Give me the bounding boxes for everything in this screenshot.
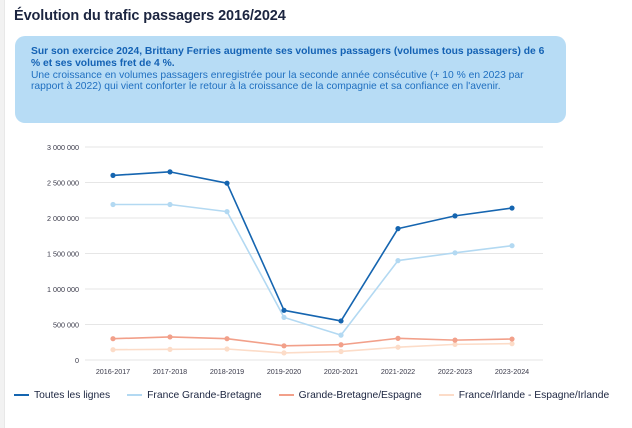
series-line <box>112 171 513 322</box>
legend-item[interactable]: France Grande-Bretagne <box>127 389 262 401</box>
x-tick-label: 2023-2024 <box>495 367 529 376</box>
legend-swatch-icon <box>438 394 454 396</box>
data-point[interactable] <box>509 205 515 211</box>
x-tick-label: 2022-2023 <box>438 367 472 376</box>
x-tick-label: 2016-2017 <box>96 367 130 376</box>
series-grande-bretagne-espagne <box>110 334 515 349</box>
legend-label: France/Irlande - Espagne/Irlande <box>458 389 610 401</box>
series-france-grande-bretagne <box>110 201 515 338</box>
legend-swatch-icon <box>278 394 294 396</box>
x-tick-label: 2018-2019 <box>210 367 244 376</box>
page-title: Évolution du trafic passagers 2016/2024 <box>14 8 286 24</box>
grid-lines <box>85 146 543 361</box>
data-point[interactable] <box>224 346 230 352</box>
callout-lead-text: Sur son exercice 2024, Brittany Ferries … <box>31 46 545 69</box>
series-lines <box>110 169 515 356</box>
x-tick-label: 2019-2020 <box>267 367 301 376</box>
data-point[interactable] <box>110 336 116 342</box>
data-point[interactable] <box>509 243 515 249</box>
chart-legend: Toutes les lignes France Grande-Bretagne G… <box>14 388 626 402</box>
y-axis: 0 500 000 1 000 000 1 500 000 2 000 000 2 500… <box>47 143 79 365</box>
series-line <box>112 342 513 354</box>
y-tick-label: 3 000 000 <box>47 143 79 152</box>
x-tick-label: 2017-2018 <box>153 367 187 376</box>
legend-item[interactable]: Toutes les lignes <box>14 390 110 401</box>
series-toutes-les-lignes <box>110 169 515 324</box>
legend-label: France Grande-Bretagne <box>147 389 262 401</box>
y-tick-label: 1 000 000 <box>47 285 79 294</box>
legend-swatch-icon <box>127 394 143 396</box>
legend-swatch-icon <box>14 394 29 396</box>
data-point[interactable] <box>167 346 173 352</box>
data-point[interactable] <box>338 332 344 338</box>
y-tick-label: 1 500 000 <box>47 250 79 259</box>
data-point[interactable] <box>395 258 401 264</box>
chart-container: 0 500 000 1 000 000 1 500 000 2 000 000 2 500… <box>0 130 632 380</box>
data-point[interactable] <box>281 307 287 313</box>
data-point[interactable] <box>224 209 230 215</box>
series-france-irlande-espagne-irlande <box>110 341 515 356</box>
data-point[interactable] <box>338 318 344 324</box>
y-tick-label: 0 <box>75 356 79 365</box>
y-tick-label: 500 000 <box>53 321 79 330</box>
legend-item[interactable]: France/Irlande - Espagne/Irlande <box>438 389 610 401</box>
data-point[interactable] <box>167 201 173 208</box>
legend-label: Grande-Bretagne/Espagne <box>298 389 422 401</box>
series-line <box>112 336 513 347</box>
data-point[interactable] <box>452 213 458 219</box>
data-point[interactable] <box>224 336 230 342</box>
data-point[interactable] <box>395 344 401 350</box>
data-point[interactable] <box>509 336 515 342</box>
data-point[interactable] <box>110 172 116 178</box>
callout-body-text: Une croissance en volumes passagers enre… <box>31 69 524 93</box>
x-tick-label: 2021-2022 <box>381 367 415 376</box>
data-point[interactable] <box>338 342 344 348</box>
y-tick-label: 2 000 000 <box>47 214 79 223</box>
data-point[interactable] <box>281 343 287 349</box>
page-left-edge <box>0 0 5 428</box>
data-point[interactable] <box>452 341 458 347</box>
x-tick-label: 2020-2021 <box>324 367 358 376</box>
data-point[interactable] <box>338 348 344 355</box>
data-point[interactable] <box>452 250 458 256</box>
data-point[interactable] <box>509 341 515 347</box>
data-point[interactable] <box>281 350 287 356</box>
data-point[interactable] <box>167 169 173 175</box>
data-point[interactable] <box>110 347 116 353</box>
legend-item[interactable]: Grande-Bretagne/Espagne <box>278 389 422 401</box>
line-chart: 0 500 000 1 000 000 1 500 000 2 000 000 2 500… <box>47 143 543 376</box>
data-point[interactable] <box>395 335 401 341</box>
data-point[interactable] <box>224 180 230 186</box>
x-axis: 2016-2017 2017-2018 2018-2019 2019-2020 2020… <box>96 367 529 376</box>
info-callout: Sur son exercice 2024, Brittany Ferries … <box>15 36 566 123</box>
legend-label: Toutes les lignes <box>34 389 111 401</box>
series-line <box>113 203 513 336</box>
data-point[interactable] <box>110 201 116 208</box>
data-point[interactable] <box>452 337 458 343</box>
data-point[interactable] <box>395 226 401 232</box>
data-point[interactable] <box>167 334 173 340</box>
data-point[interactable] <box>281 314 287 320</box>
y-tick-label: 2 500 000 <box>47 179 79 188</box>
